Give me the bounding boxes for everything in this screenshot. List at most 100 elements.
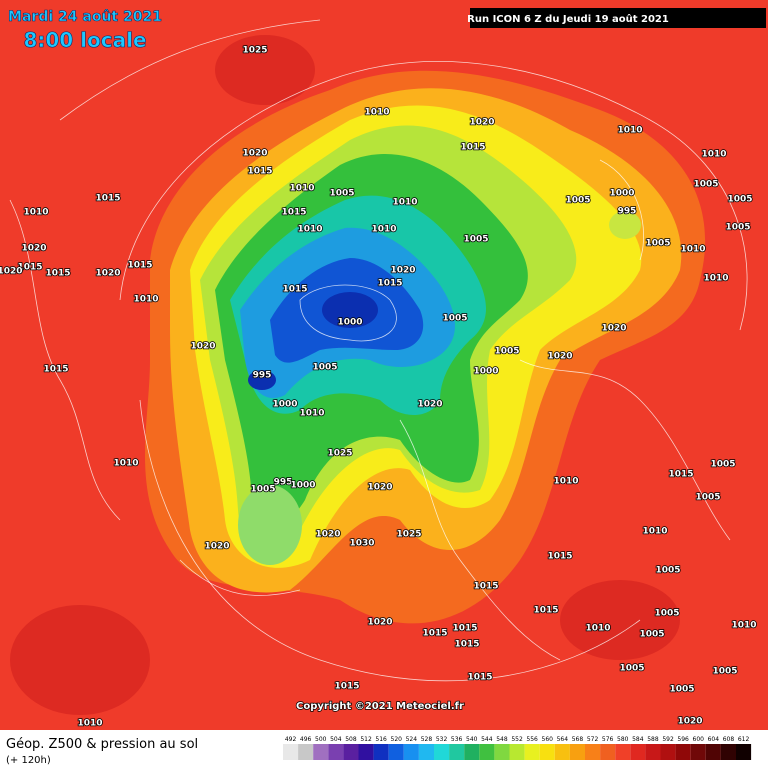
isobar-label: 1015 — [454, 640, 479, 650]
scale-swatch — [494, 744, 510, 760]
isobar-label: 1015 — [422, 629, 447, 639]
scale-swatch — [343, 744, 359, 760]
scale-label: 568 — [572, 736, 584, 743]
scale-swatch — [313, 744, 329, 760]
isobar-label: 1025 — [396, 530, 421, 540]
isobar-label: 1015 — [377, 279, 402, 289]
isobar-label: 1010 — [585, 624, 610, 634]
scale-swatch — [298, 744, 314, 760]
isobar-label: 1005 — [693, 180, 718, 190]
scale-label: 532 — [436, 736, 448, 743]
isobar-label: 1010 — [297, 225, 322, 235]
isobar-label: 1000 — [272, 400, 297, 410]
scale-swatch — [585, 744, 601, 760]
scale-label: 496 — [300, 736, 312, 743]
isobar-label: 995 — [274, 478, 293, 488]
scale-label: 612 — [738, 736, 750, 743]
run-info: Run ICON 6 Z du Jeudi 19 août 2021 — [467, 13, 669, 25]
isobar-label: 1015 — [43, 365, 68, 375]
isobar-label: 1015 — [460, 143, 485, 153]
scale-swatch — [720, 744, 736, 760]
scale-label: 572 — [587, 736, 599, 743]
isobar-label: 1025 — [242, 46, 267, 56]
color-scale: 492 496 500 504 508 512 516 520 524 528 532 536 540 5… — [283, 736, 752, 760]
isobar-label: 1020 — [677, 717, 702, 727]
isobar-label: 1010 — [392, 198, 417, 208]
scale-swatch — [524, 744, 540, 760]
scale-label: 524 — [406, 736, 418, 743]
isobar-label: 1015 — [45, 269, 70, 279]
date-title: Mardi 24 août 2021 — [8, 9, 162, 25]
isobar-label: 1015 — [95, 194, 120, 204]
isobar-label: 1000 — [290, 481, 315, 491]
isobar-label: 1005 — [725, 223, 750, 233]
isobar-label: 1005 — [645, 239, 670, 249]
isobar-label: 1030 — [349, 539, 374, 549]
isobar-label: 1005 — [442, 314, 467, 324]
scale-label: 500 — [315, 736, 327, 743]
isobar-label: 1020 — [95, 269, 120, 279]
scale-swatch — [615, 744, 631, 760]
isobar-label: 1005 — [695, 493, 720, 503]
scale-label: 520 — [391, 736, 403, 743]
scale-swatch — [736, 744, 752, 760]
footer-lead: (+ 120h) — [6, 755, 51, 766]
isobar-label: 1005 — [329, 189, 354, 199]
isobar-label: 1020 — [367, 618, 392, 628]
isobar-label: 1020 — [547, 352, 572, 362]
scale-swatch — [600, 744, 616, 760]
isobar-label: 1020 — [315, 530, 340, 540]
scale-swatch — [509, 744, 525, 760]
scale-label: 592 — [662, 736, 674, 743]
isobar-label: 1020 — [204, 542, 229, 552]
scale-label: 504 — [330, 736, 342, 743]
isobar-label: 1020 — [21, 244, 46, 254]
scale-label: 516 — [375, 736, 387, 743]
scale-label: 576 — [602, 736, 614, 743]
scale-label: 508 — [345, 736, 357, 743]
isobar-label: 1020 — [0, 267, 23, 277]
scale-swatch — [630, 744, 646, 760]
scale-label: 604 — [708, 736, 720, 743]
scale-label: 596 — [677, 736, 689, 743]
isobar-label: 1015 — [473, 582, 498, 592]
isobar-label: 1010 — [113, 459, 138, 469]
scale-label: 544 — [481, 736, 493, 743]
scale-swatch — [645, 744, 661, 760]
isobar-label: 1005 — [712, 667, 737, 677]
isobar-label: 1005 — [669, 685, 694, 695]
isobar-label: 1010 — [133, 295, 158, 305]
scale-label: 540 — [466, 736, 478, 743]
scale-label: 584 — [632, 736, 644, 743]
scale-swatch — [358, 744, 374, 760]
isobar-label: 1010 — [680, 245, 705, 255]
isobar-label: 1015 — [247, 167, 272, 177]
isobar-label: 1005 — [312, 363, 337, 373]
scale-swatch — [328, 744, 344, 760]
scale-swatch — [539, 744, 555, 760]
contours — [9, 19, 748, 682]
isobar-label: 1010 — [642, 527, 667, 537]
isobar-label: 1010 — [731, 621, 756, 631]
isobar-label: 1010 — [299, 409, 324, 419]
isobar-label: 995 — [253, 371, 272, 381]
scale-label: 580 — [617, 736, 629, 743]
isobar-label: 1015 — [281, 208, 306, 218]
isobar-label: 1000 — [609, 189, 634, 199]
isobar-label: 1020 — [190, 342, 215, 352]
isobar-label: 1005 — [619, 664, 644, 674]
scale-label: 492 — [285, 736, 297, 743]
isobar-label: 995 — [618, 207, 637, 217]
isobar-label: 1020 — [367, 483, 392, 493]
scale-label: 552 — [511, 736, 523, 743]
scale-label: 608 — [723, 736, 735, 743]
time-title: 8:00 locale — [23, 28, 146, 52]
isobar-label: 1005 — [654, 609, 679, 619]
isobar-label: 1010 — [23, 208, 48, 218]
scale-swatch — [283, 744, 299, 760]
isobar-label: 1015 — [533, 606, 558, 616]
scale-swatch — [705, 744, 721, 760]
footer-title: Géop. Z500 & pression au sol — [6, 737, 198, 752]
scale-label: 600 — [693, 736, 705, 743]
